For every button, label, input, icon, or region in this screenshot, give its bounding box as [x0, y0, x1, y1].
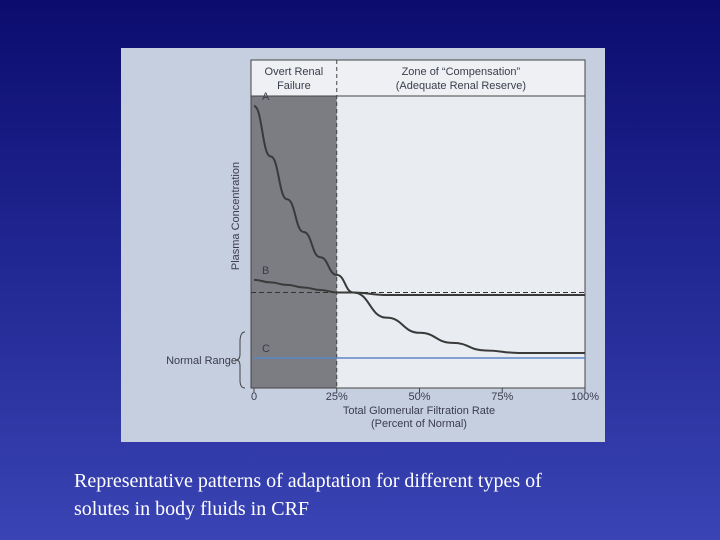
series-line-b: [253, 278, 585, 296]
x-tick-label: 75%: [491, 391, 513, 403]
series-layer: A B C: [251, 91, 585, 359]
caption-line-2: solutes in body fluids in CRF: [74, 498, 310, 520]
x-tick-label: 100%: [571, 391, 599, 403]
series-label-a: A: [262, 91, 270, 103]
zone-right-line2: (Adequate Renal Reserve): [396, 80, 526, 92]
x-tick-label: 50%: [408, 391, 430, 403]
normal-range-brace: [235, 331, 246, 389]
series-label-b: B: [262, 265, 269, 277]
zone-left-line2: Failure: [277, 80, 311, 92]
x-axis-sublabel: (Percent of Normal): [371, 418, 467, 430]
zone-right-line1: Zone of “Compensation”: [402, 66, 521, 78]
x-tick-label: 25%: [326, 391, 348, 403]
tick-layer: 0 25% 50% 75% 100%: [251, 388, 599, 403]
normal-range-label: Normal Range: [166, 355, 237, 367]
caption-line-1: Representative patterns of adaptation fo…: [74, 470, 542, 492]
plot-border: [250, 59, 586, 389]
x-axis-label: Total Glomerular Filtration Rate: [343, 405, 495, 417]
series-label-c: C: [262, 343, 270, 355]
chart-svg: Overt Renal Failure Zone of “Compensatio…: [121, 48, 605, 442]
series-line-a: [253, 105, 585, 354]
zone-left-line1: Overt Renal: [265, 66, 324, 78]
slide-caption: Representative patterns of adaptation fo…: [74, 467, 694, 523]
chart-figure: Overt Renal Failure Zone of “Compensatio…: [121, 48, 605, 442]
x-tick-label: 0: [251, 391, 257, 403]
y-axis-label: Plasma Concentration: [230, 162, 242, 270]
